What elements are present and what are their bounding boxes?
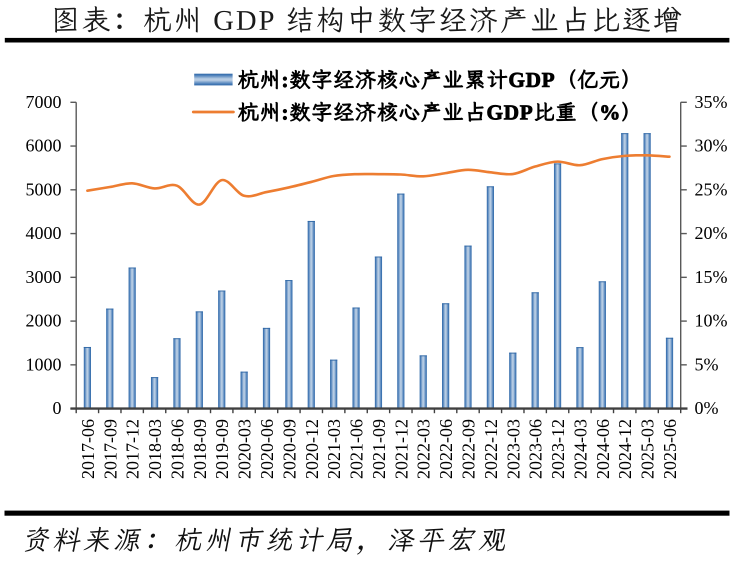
svg-text:2024-12: 2024-12 (615, 419, 635, 479)
svg-text:6000: 6000 (26, 136, 62, 156)
svg-text:2022-12: 2022-12 (481, 419, 501, 479)
svg-text:35%: 35% (695, 92, 728, 112)
svg-text:2020-06: 2020-06 (257, 419, 277, 479)
svg-text:2021-03: 2021-03 (324, 419, 344, 479)
svg-text:2017-09: 2017-09 (100, 419, 120, 479)
svg-text:30%: 30% (695, 136, 728, 156)
svg-text:15%: 15% (695, 267, 728, 287)
svg-text:2000: 2000 (26, 311, 62, 331)
svg-text:2020-12: 2020-12 (302, 419, 322, 479)
svg-text:2024-03: 2024-03 (570, 419, 590, 479)
svg-text:0: 0 (53, 398, 62, 418)
svg-text:2022-06: 2022-06 (436, 419, 456, 479)
svg-text:2022-09: 2022-09 (459, 419, 479, 479)
svg-text:0%: 0% (695, 398, 719, 418)
svg-text:2017-06: 2017-06 (78, 419, 98, 479)
svg-text:10%: 10% (695, 311, 728, 331)
svg-text:2023-03: 2023-03 (503, 419, 523, 479)
svg-text:2021-09: 2021-09 (369, 419, 389, 479)
svg-text:2023-12: 2023-12 (548, 419, 568, 479)
svg-text:2020-09: 2020-09 (279, 419, 299, 479)
svg-text:2021-12: 2021-12 (391, 419, 411, 479)
svg-text:2018-06: 2018-06 (167, 419, 187, 479)
svg-text:2022-03: 2022-03 (414, 419, 434, 479)
svg-text:2025-06: 2025-06 (660, 419, 680, 479)
svg-text:2021-06: 2021-06 (347, 419, 367, 479)
svg-text:2023-06: 2023-06 (526, 419, 546, 479)
svg-text:3000: 3000 (26, 267, 62, 287)
svg-text:25%: 25% (695, 179, 728, 199)
svg-text:5000: 5000 (26, 179, 62, 199)
svg-text:5%: 5% (695, 354, 719, 374)
svg-text:7000: 7000 (26, 92, 62, 112)
svg-text:1000: 1000 (26, 354, 62, 374)
svg-text:2018-09: 2018-09 (190, 419, 210, 479)
svg-text:2019-09: 2019-09 (212, 419, 232, 479)
svg-text:2025-03: 2025-03 (638, 419, 658, 479)
svg-text:2018-03: 2018-03 (145, 419, 165, 479)
svg-text:2020-03: 2020-03 (235, 419, 255, 479)
svg-text:4000: 4000 (26, 223, 62, 243)
svg-text:2017-12: 2017-12 (123, 419, 143, 479)
svg-text:20%: 20% (695, 223, 728, 243)
svg-text:2024-06: 2024-06 (593, 419, 613, 479)
